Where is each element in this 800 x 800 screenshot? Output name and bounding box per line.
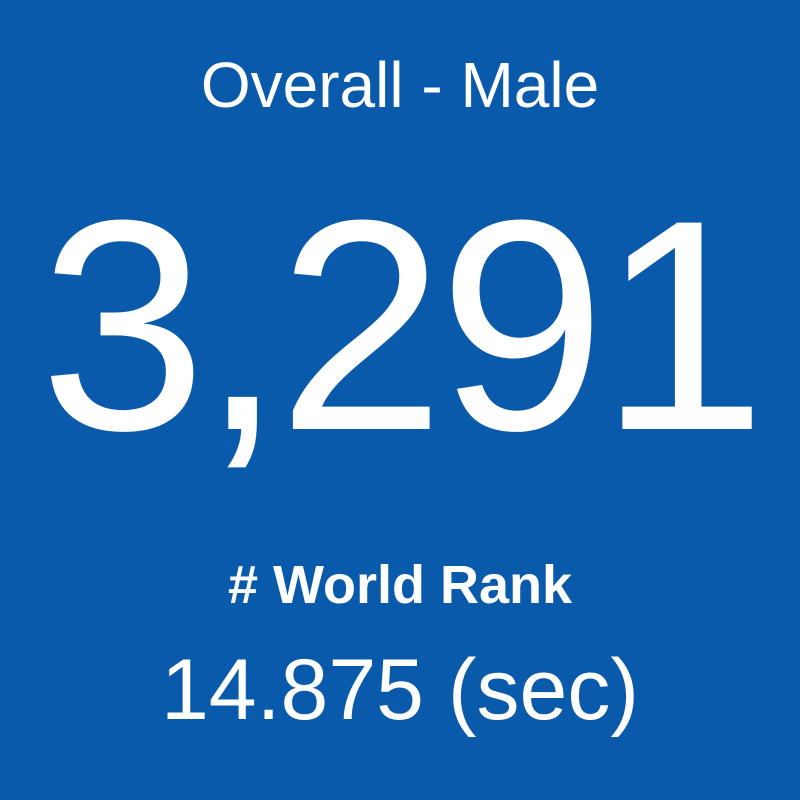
time-value: 14.875 (sec) xyxy=(160,642,640,738)
tile-title: Overall - Male xyxy=(200,49,600,121)
rank-label: # World Rank xyxy=(227,555,573,615)
rank-value: 3,291 xyxy=(39,157,767,493)
